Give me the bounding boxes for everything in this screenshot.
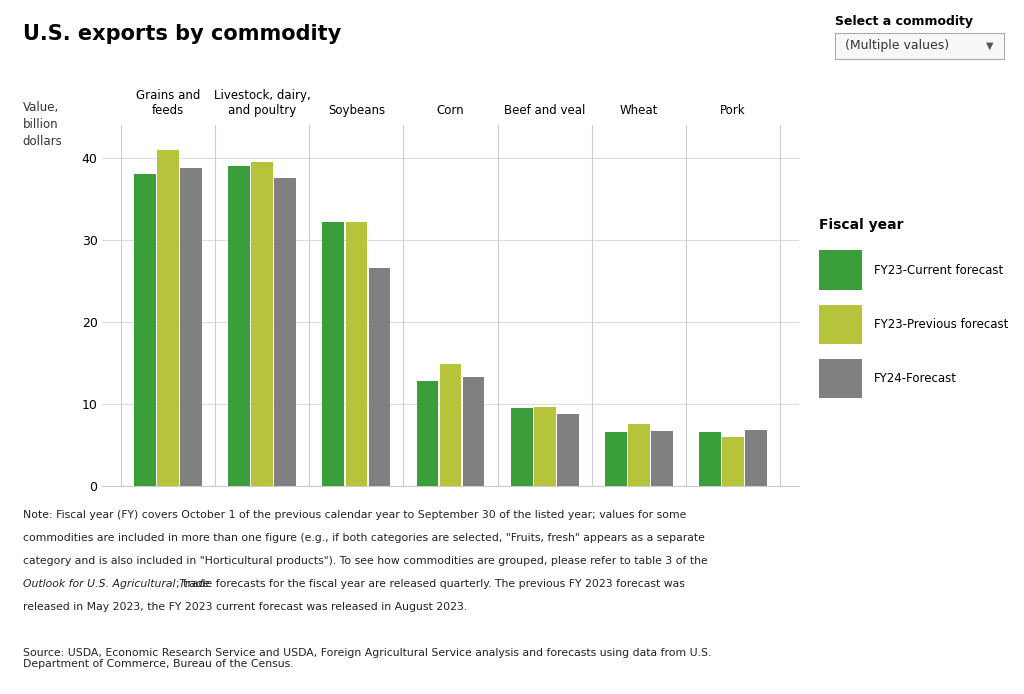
Bar bbox=[463, 377, 484, 486]
Text: U.S. exports by commodity: U.S. exports by commodity bbox=[23, 24, 341, 44]
Bar bbox=[180, 167, 202, 486]
Text: category and is also included in "Horticultural products"). To see how commoditi: category and is also included in "Hortic… bbox=[23, 556, 708, 566]
Bar bbox=[228, 166, 250, 486]
Text: FY24-Forecast: FY24-Forecast bbox=[873, 372, 956, 385]
Text: (Multiple values): (Multiple values) bbox=[845, 40, 949, 52]
Bar bbox=[819, 251, 862, 290]
Bar bbox=[628, 424, 650, 486]
Text: ; trade forecasts for the fiscal year are released quarterly. The previous FY 20: ; trade forecasts for the fiscal year ar… bbox=[176, 579, 685, 589]
Text: Outlook for U.S. Agricultural Trade: Outlook for U.S. Agricultural Trade bbox=[23, 579, 209, 589]
Bar bbox=[605, 432, 627, 486]
Bar bbox=[699, 432, 721, 486]
Bar bbox=[369, 269, 390, 486]
Text: released in May 2023, the FY 2023 current forecast was released in August 2023.: released in May 2023, the FY 2023 curren… bbox=[23, 602, 467, 611]
Text: Source: USDA, Economic Research Service and USDA, Foreign Agricultural Service a: Source: USDA, Economic Research Service … bbox=[23, 648, 711, 669]
Text: Select a commodity: Select a commodity bbox=[835, 15, 973, 28]
Bar bbox=[745, 430, 767, 486]
Bar bbox=[511, 408, 532, 486]
Bar bbox=[323, 221, 344, 486]
Text: FY23-Previous forecast: FY23-Previous forecast bbox=[873, 318, 1008, 331]
Bar bbox=[134, 174, 156, 486]
Bar bbox=[439, 364, 462, 486]
Bar bbox=[557, 414, 579, 486]
Text: Fiscal year: Fiscal year bbox=[819, 219, 904, 232]
Bar bbox=[722, 437, 744, 486]
Text: Note: Fiscal year (FY) covers October 1 of the previous calendar year to Septemb: Note: Fiscal year (FY) covers October 1 … bbox=[23, 510, 686, 520]
Text: commodities are included in more than one figure (e.g., if both categories are s: commodities are included in more than on… bbox=[23, 533, 705, 543]
Text: ▼: ▼ bbox=[986, 41, 993, 51]
Bar bbox=[274, 178, 296, 486]
Bar bbox=[417, 381, 438, 486]
Text: Value,
billion
dollars: Value, billion dollars bbox=[23, 101, 62, 148]
Bar bbox=[157, 149, 179, 486]
Bar bbox=[651, 431, 673, 486]
Bar bbox=[819, 359, 862, 398]
Bar bbox=[534, 407, 556, 486]
Text: FY23-Current forecast: FY23-Current forecast bbox=[873, 264, 1002, 277]
Bar bbox=[345, 221, 368, 486]
Bar bbox=[819, 305, 862, 344]
Bar bbox=[251, 162, 273, 486]
